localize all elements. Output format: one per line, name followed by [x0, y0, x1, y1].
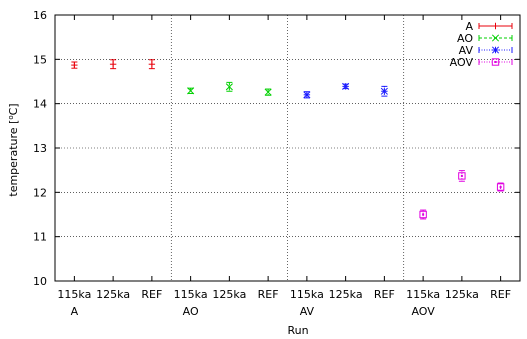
x-tick-label: REF — [490, 288, 511, 301]
data-point — [419, 210, 427, 219]
data-point — [148, 61, 156, 68]
x-tick-label: REF — [141, 288, 162, 301]
y-tick-label: 15 — [33, 53, 47, 66]
x-tick-label: 125ka — [445, 288, 479, 301]
x-tick-label: 125ka — [212, 288, 246, 301]
data-point — [303, 91, 311, 99]
data-point — [496, 183, 505, 191]
x-tick-label: 115ka — [406, 288, 440, 301]
legend-label: AO — [457, 32, 473, 45]
y-tick-label: 11 — [33, 231, 47, 244]
group-labels: A AO AV AOV — [71, 305, 436, 318]
legend-marker — [492, 22, 499, 30]
x-tick-label: 125ka — [329, 288, 363, 301]
legend-label: AOV — [450, 56, 474, 69]
x-tick-label: 115ka — [57, 288, 91, 301]
x-tick-label: 125ka — [96, 288, 130, 301]
group-label: A — [71, 305, 79, 318]
data-point — [342, 82, 350, 90]
y-tick-label: 10 — [33, 275, 47, 288]
error-bar — [420, 209, 427, 220]
y-tick-label: 12 — [33, 186, 47, 199]
group-label: AO — [183, 305, 199, 318]
data-point — [458, 172, 466, 180]
y-axis-ticks: 10 11 12 13 14 15 16 — [33, 9, 520, 288]
y-tick-label: 13 — [33, 142, 47, 155]
legend-label: AV — [459, 44, 474, 57]
data-point — [187, 87, 195, 95]
legend-marker — [491, 58, 500, 66]
data-point — [109, 61, 117, 68]
x-axis-label: Run — [287, 324, 308, 337]
data-point — [264, 88, 272, 96]
x-axis-ticks: 115ka 125ka REF 115ka 125ka REF 115ka 125ka REF 1… — [57, 15, 511, 301]
y-axis-label: temperature [oC] — [7, 103, 20, 196]
data-points — [71, 59, 505, 220]
error-bar — [265, 88, 272, 96]
legend-marker — [491, 34, 500, 42]
data-point — [380, 87, 388, 95]
error-bar — [381, 85, 388, 97]
legend-marker — [491, 46, 500, 54]
error-bar — [226, 81, 233, 92]
x-tick-label: REF — [374, 288, 395, 301]
y-tick-label: 14 — [33, 98, 47, 111]
data-point — [225, 83, 233, 91]
legend-label: A — [465, 20, 473, 33]
group-label: AOV — [411, 305, 435, 318]
x-tick-label: 115ka — [290, 288, 324, 301]
x-tick-label: 115ka — [174, 288, 208, 301]
x-tick-label: REF — [258, 288, 279, 301]
data-point — [71, 61, 78, 69]
y-tick-label: 16 — [33, 9, 47, 22]
error-bar — [497, 182, 504, 192]
group-label: AV — [300, 305, 315, 318]
grid — [55, 15, 520, 281]
